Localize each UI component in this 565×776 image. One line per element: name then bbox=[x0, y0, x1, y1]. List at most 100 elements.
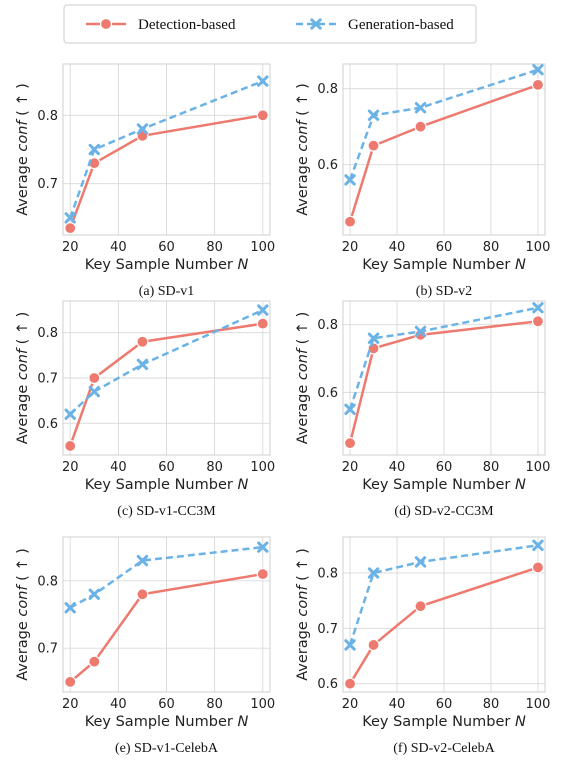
x-tick-label: 80 bbox=[483, 697, 500, 712]
x-marker-stroke bbox=[532, 64, 544, 76]
x-marker-stroke bbox=[64, 408, 76, 420]
data-point-generation-based bbox=[88, 143, 100, 156]
x-tick-label: 100 bbox=[250, 697, 275, 712]
series-line-detection-based bbox=[348, 83, 539, 223]
x-tick-label: 100 bbox=[526, 697, 551, 712]
data-point-generation-based bbox=[64, 212, 76, 224]
panel-e-sd-v1-celeba: 20 40 60 80 100 0.7 0.8 Key Sample Number N Aver… bbox=[15, 536, 275, 756]
y-tick-label: 0.7 bbox=[37, 642, 58, 657]
x-marker-stroke bbox=[414, 102, 427, 114]
data-point-generation-based bbox=[414, 325, 427, 338]
panel-f-sd-v2-celeba: 20 40 60 80 100 0.6 0.7 0.8 Key Sample Number N A… bbox=[295, 536, 551, 756]
x-marker-stroke bbox=[88, 588, 100, 600]
x-tick-label: 40 bbox=[389, 460, 406, 475]
x-marker-stroke bbox=[257, 75, 269, 87]
x-tick-label: 100 bbox=[250, 240, 275, 255]
y-tick-label: 0.8 bbox=[37, 574, 58, 589]
x-marker-stroke bbox=[367, 567, 380, 579]
subplot-caption: (e) SD-v1-CelebA bbox=[115, 741, 219, 756]
series-generation-based bbox=[344, 302, 544, 416]
x-tick-label: 40 bbox=[110, 697, 127, 712]
subplot-caption: (d) SD-v2-CC3M bbox=[394, 504, 494, 519]
x-tick-label: 100 bbox=[250, 460, 275, 475]
y-axis-label: Average conf ( ↑ ) bbox=[15, 312, 31, 445]
plot-frame bbox=[342, 300, 546, 456]
data-point-detection-based bbox=[367, 638, 380, 652]
y-tick-label: 0.7 bbox=[37, 372, 58, 387]
data-point-detection-based bbox=[343, 437, 357, 450]
x-tick-label: 20 bbox=[62, 460, 79, 475]
data-point-detection-based bbox=[343, 215, 357, 228]
legend-x-marker bbox=[310, 18, 322, 30]
y-axis-label: Average conf ( ↑ ) bbox=[295, 83, 311, 216]
y-tick-label: 0.7 bbox=[37, 177, 58, 192]
data-point-detection-based bbox=[531, 78, 545, 92]
data-point-detection-based bbox=[88, 655, 101, 668]
subplot-caption: (f) SD-v2-CelebA bbox=[393, 741, 495, 756]
data-point-generation-based bbox=[532, 302, 544, 314]
plot-frame bbox=[62, 63, 271, 236]
data-point-generation-based bbox=[532, 539, 544, 552]
data-point-detection-based bbox=[531, 315, 545, 328]
y-tick-label: 0.8 bbox=[37, 326, 58, 341]
x-axis-label: Key Sample Number N bbox=[362, 714, 526, 730]
x-marker-stroke bbox=[64, 212, 76, 224]
x-tick-label: 40 bbox=[110, 240, 127, 255]
data-point-generation-based bbox=[367, 109, 380, 121]
x-marker-stroke bbox=[136, 554, 149, 567]
x-tick-label: 100 bbox=[526, 240, 551, 255]
panel-c-sd-v1-cc3m: 20 40 60 80 100 0.6 0.7 0.8 Key Sample Number N A… bbox=[15, 300, 275, 519]
plot-frame bbox=[342, 536, 546, 693]
series-generation-based bbox=[344, 64, 544, 186]
data-point-detection-based bbox=[136, 335, 149, 348]
subplot-caption: (a) SD-v1 bbox=[139, 284, 195, 299]
x-tick-label: 20 bbox=[342, 460, 359, 475]
series-line-generation-based bbox=[69, 79, 264, 219]
series-detection-based bbox=[64, 317, 269, 453]
x-tick-label: 20 bbox=[62, 240, 79, 255]
legend-marker-detection bbox=[99, 17, 113, 31]
series-detection-based bbox=[64, 109, 269, 235]
x-marker-stroke bbox=[367, 332, 380, 344]
data-point-detection-based bbox=[343, 677, 357, 690]
x-tick-label: 20 bbox=[342, 697, 359, 712]
plot-frame bbox=[62, 536, 271, 693]
legend-frame bbox=[63, 4, 477, 44]
data-point-generation-based bbox=[136, 123, 149, 135]
data-point-generation-based bbox=[257, 75, 269, 87]
series-line-detection-based bbox=[69, 114, 263, 229]
x-tick-label: 80 bbox=[206, 460, 223, 475]
data-point-generation-based bbox=[257, 541, 269, 553]
data-point-detection-based bbox=[531, 561, 545, 574]
x-marker-stroke bbox=[88, 385, 100, 398]
series-line-generation-based bbox=[348, 306, 539, 410]
y-axis-label: Average conf ( ↑ ) bbox=[295, 312, 311, 445]
data-point-detection-based bbox=[256, 567, 269, 581]
series-detection-based bbox=[343, 78, 545, 228]
series-line-generation-based bbox=[348, 68, 539, 181]
x-marker-stroke bbox=[257, 541, 269, 553]
data-point-generation-based bbox=[414, 556, 427, 568]
data-point-generation-based bbox=[344, 639, 356, 651]
y-tick-label: 0.8 bbox=[317, 82, 338, 97]
panel-a-sd-v1: 20 40 60 80 100 0.7 0.8 Key Sample Number N Aver… bbox=[15, 63, 275, 299]
x-marker-stroke bbox=[414, 325, 427, 338]
data-point-generation-based bbox=[136, 554, 149, 567]
y-tick-label: 0.8 bbox=[317, 566, 338, 581]
series-generation-based bbox=[64, 541, 269, 614]
x-tick-label: 20 bbox=[342, 240, 359, 255]
panel-b-sd-v2: 20 40 60 80 100 0.6 0.8 Key Sample Number N Aver… bbox=[295, 63, 551, 299]
y-axis-label: Average conf ( ↑ ) bbox=[295, 548, 311, 681]
x-tick-label: 100 bbox=[526, 460, 551, 475]
x-marker-stroke bbox=[88, 143, 100, 156]
x-tick-label: 60 bbox=[158, 240, 175, 255]
x-marker-stroke bbox=[344, 174, 356, 186]
data-point-detection-based bbox=[88, 371, 101, 385]
legend: Detection-based Generation-based bbox=[63, 4, 477, 44]
data-point-generation-based bbox=[88, 385, 100, 398]
series-line-generation-based bbox=[69, 308, 264, 416]
y-tick-label: 0.6 bbox=[317, 386, 338, 401]
series-line-detection-based bbox=[69, 572, 263, 683]
x-tick-label: 60 bbox=[158, 460, 175, 475]
data-point-detection-based bbox=[367, 139, 380, 152]
